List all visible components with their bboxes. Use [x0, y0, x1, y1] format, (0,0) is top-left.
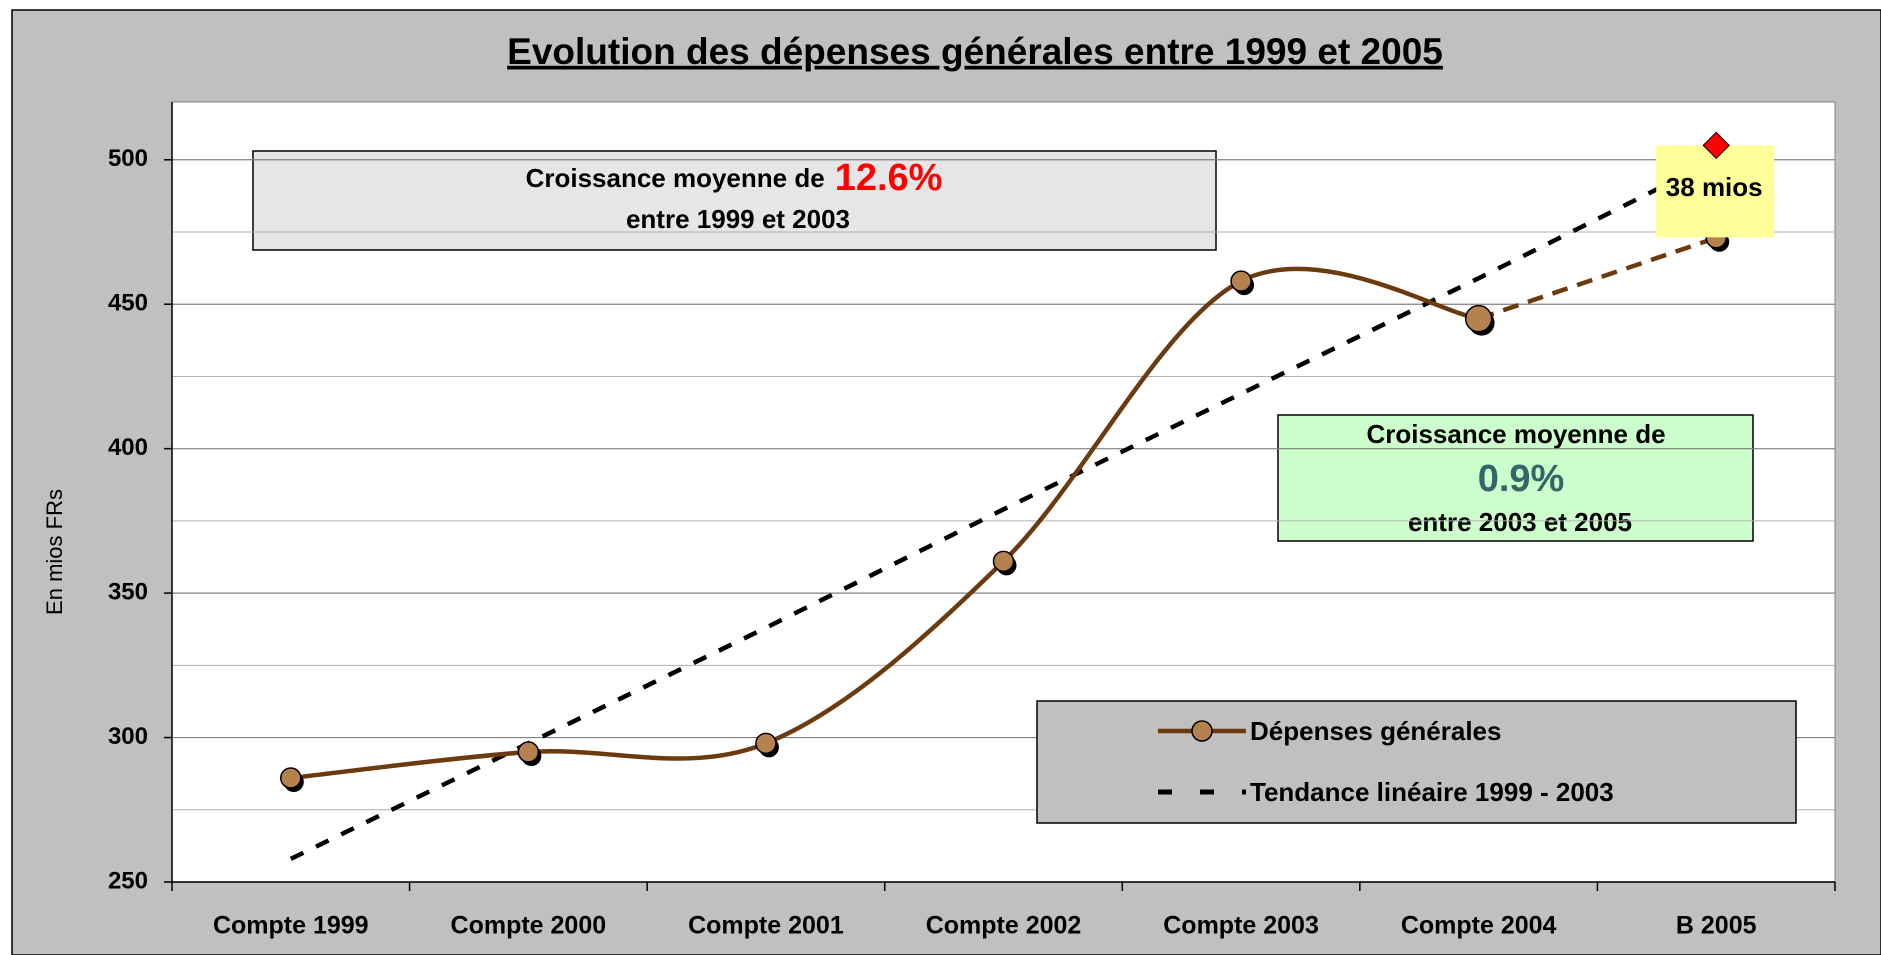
y-tick-label: 500: [108, 145, 148, 172]
marker: [755, 732, 777, 755]
annotation-box: [1656, 145, 1775, 238]
series-line: [290, 266, 1480, 781]
y-tick-label: 350: [108, 578, 148, 605]
marks: 38 mios: [280, 131, 1775, 861]
marker: [1464, 304, 1493, 333]
x-tick-label: Compte 2002: [926, 912, 1082, 940]
y-tick-label: 300: [108, 723, 148, 750]
text-box-line: Croissance moyenne de 12.6%: [526, 157, 943, 199]
marker: [280, 767, 302, 789]
marker: [517, 741, 540, 763]
text-box-text: entre 1999 et 2003: [626, 204, 850, 234]
annotation-marker: [1702, 131, 1730, 160]
annotation-text: 38 mios: [1666, 172, 1763, 202]
text-box: [1277, 414, 1754, 542]
text-box-text: Croissance moyenne de: [1366, 419, 1665, 449]
text-box-text: entre 2003 et 2005: [1408, 507, 1632, 537]
legend-items: Dépenses générales Tendance linéaire 1999…: [1158, 716, 1614, 807]
y-axis-label: En mios FRs: [42, 489, 67, 615]
chart-title: Evolution des dépenses générales entre 1…: [507, 31, 1443, 72]
text-box-highlight: 12.6%: [835, 157, 943, 199]
y-tick-label: 250: [108, 867, 148, 894]
text-box-highlight: 0.9%: [1478, 458, 1565, 500]
legend-label: Dépenses générales: [1250, 716, 1501, 746]
x-tick-label: Compte 2004: [1401, 912, 1557, 940]
x-tick-label: Compte 2003: [1163, 912, 1319, 940]
y-tick-label: 450: [108, 290, 148, 317]
text-box: [252, 150, 1217, 251]
legend-swatch-marker: [1191, 720, 1213, 742]
x-tick-label: Compte 2001: [688, 912, 844, 940]
marker: [992, 550, 1015, 573]
y-tick-label: 400: [108, 434, 148, 461]
x-tick-label: B 2005: [1676, 912, 1757, 940]
legend-label: Tendance linéaire 1999 - 2003: [1250, 777, 1614, 807]
marker: [1230, 270, 1252, 292]
x-tick-label: Compte 1999: [213, 912, 369, 940]
legend: [1036, 700, 1797, 824]
x-tick-label: Compte 2000: [451, 912, 607, 940]
text-box-text: Croissance moyenne de: [526, 163, 825, 193]
